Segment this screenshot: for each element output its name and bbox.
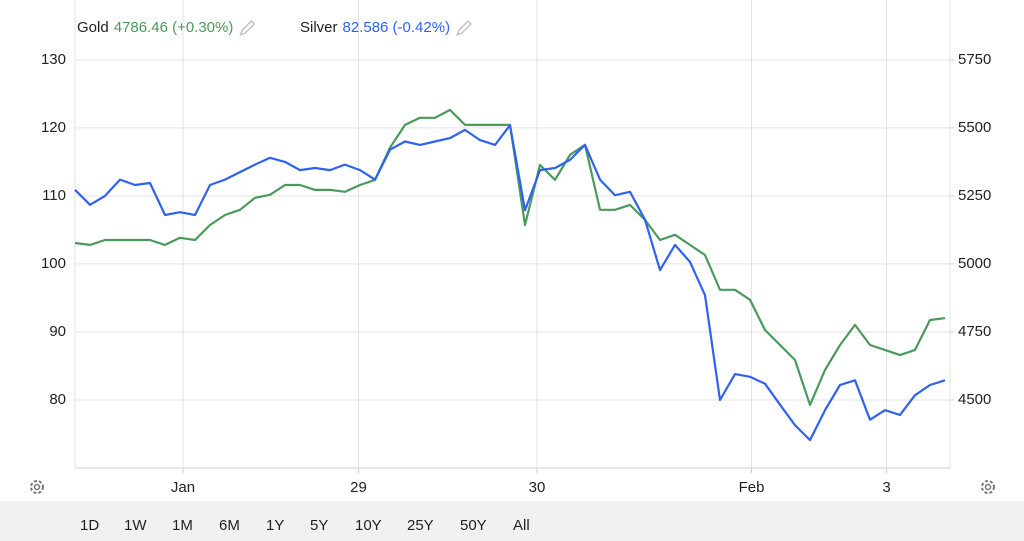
y2-tick-label: 5500 <box>958 119 991 136</box>
settings-icon[interactable] <box>30 480 44 494</box>
legend-entry[interactable]: Silver 82.586 (-0.42%) <box>300 19 473 37</box>
y2-tick-label: 4500 <box>958 391 991 408</box>
range-button[interactable]: 1W <box>124 517 147 534</box>
range-button[interactable]: 50Y <box>460 517 487 534</box>
legend-name: Gold <box>77 19 109 36</box>
range-button[interactable]: 1M <box>172 517 193 534</box>
y2-tick-label: 5000 <box>958 255 991 272</box>
settings-icon[interactable] <box>981 480 995 494</box>
x-tick-label: 30 <box>529 479 546 496</box>
y-tick-label: 120 <box>41 119 66 136</box>
range-button[interactable]: 5Y <box>310 517 328 534</box>
legend-text: Gold 4786.46 (+0.30%) <box>77 19 233 36</box>
x-tick-label: Jan <box>171 479 195 496</box>
y-tick-label: 80 <box>49 391 66 408</box>
range-button[interactable]: 25Y <box>407 517 434 534</box>
series-line <box>74 108 946 406</box>
y-tick-label: 130 <box>41 51 66 68</box>
legend-quote: 82.586 (-0.42%) <box>343 19 451 36</box>
series-line <box>74 124 946 442</box>
edit-icon <box>239 20 256 37</box>
legend-entry[interactable]: Gold 4786.46 (+0.30%) <box>77 19 256 37</box>
legend-name: Silver <box>300 19 338 36</box>
y-tick-label: 110 <box>42 187 66 204</box>
range-button[interactable]: 1D <box>80 517 99 534</box>
x-tick-label: 3 <box>882 479 890 496</box>
gear-hub <box>33 483 41 491</box>
x-tick-label: Feb <box>739 479 765 496</box>
gear <box>30 480 44 494</box>
edit-icon <box>455 20 473 37</box>
y2-tick-label: 5250 <box>958 187 991 204</box>
range-bar <box>0 501 1024 541</box>
y-tick-label: 90 <box>49 323 66 340</box>
range-button[interactable]: All <box>513 517 530 534</box>
x-tick-label: 29 <box>350 479 367 496</box>
range-button[interactable]: 10Y <box>355 517 382 534</box>
gear <box>981 480 995 494</box>
range-button[interactable]: 1Y <box>266 517 284 534</box>
y-tick-label: 100 <box>41 255 66 272</box>
y2-tick-label: 4750 <box>958 323 991 340</box>
legend-text: Silver 82.586 (-0.42%) <box>300 19 450 36</box>
range-button[interactable]: 6M <box>219 517 240 534</box>
gear-hub <box>984 483 992 491</box>
legend-quote: 4786.46 (+0.30%) <box>114 19 234 36</box>
y2-tick-label: 5750 <box>958 51 991 68</box>
